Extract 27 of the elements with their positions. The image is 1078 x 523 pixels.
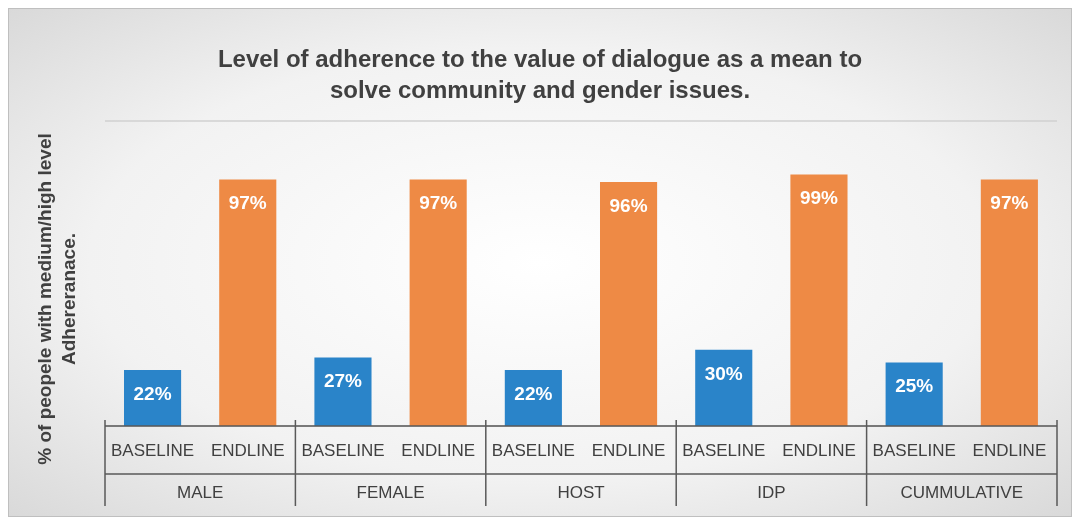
x-tick-label: CUMMULATIVE: [900, 483, 1024, 502]
text: ENDLINE: [972, 441, 1047, 460]
text: ENDLINE: [591, 441, 666, 460]
data-label: 22%: [133, 383, 172, 405]
data-label: 96%: [609, 195, 648, 216]
text: BASELINE: [491, 441, 575, 460]
data-label: 97%: [228, 192, 267, 214]
x-tick-label: MALE: [177, 483, 224, 502]
data-label: 27%: [323, 370, 363, 392]
data-label: 22%: [514, 383, 553, 405]
x-tick-label: FEMALE: [356, 483, 425, 502]
series-label: ENDLINE: [210, 441, 285, 460]
text: ENDLINE: [782, 441, 856, 460]
x-tick-label: IDP: [757, 483, 786, 502]
text: BASELINE: [872, 441, 956, 460]
data-label: 99%: [799, 187, 839, 209]
text: BASELINE: [111, 441, 195, 460]
chart-title: Level of adherence to the value of dialogue as a mean to solve community and gender issues.: [216, 44, 864, 105]
y-axis-title: % of peopele with medium/high level Adhereranace.: [33, 132, 80, 467]
text: ENDLINE: [401, 441, 476, 460]
text: BASELINE: [682, 441, 766, 460]
series-label: BASELINE: [301, 441, 385, 460]
data-label: 30%: [704, 362, 743, 384]
data-label: 97%: [990, 192, 1029, 214]
data-label: 97%: [419, 192, 458, 214]
data-label: 25%: [895, 375, 934, 397]
x-tick-label: HOST: [557, 483, 605, 502]
